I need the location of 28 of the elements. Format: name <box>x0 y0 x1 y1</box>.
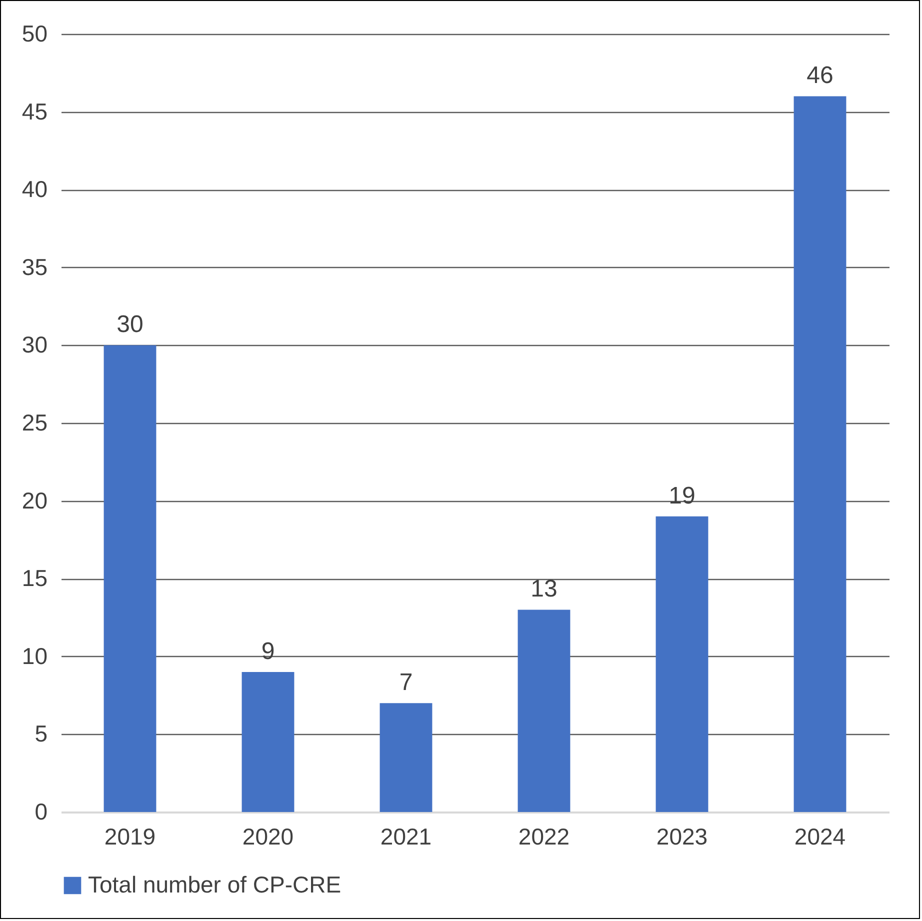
y-tick-label: 50 <box>22 20 48 46</box>
x-tick-label: 2020 <box>242 824 294 850</box>
y-tick-label: 15 <box>22 565 48 592</box>
y-tick-label: 0 <box>34 798 48 824</box>
bar <box>656 516 708 812</box>
y-tick-label: 45 <box>22 98 48 124</box>
x-tick-label: 2024 <box>794 824 846 850</box>
y-tick-label: 5 <box>34 720 48 747</box>
bar <box>794 96 846 812</box>
bar <box>518 610 570 812</box>
y-tick-label: 35 <box>22 254 48 280</box>
bar <box>380 703 432 812</box>
x-tick-label: 2023 <box>656 824 708 850</box>
legend-label: Total number of CP-CRE <box>88 872 342 898</box>
x-tick-label: 2019 <box>104 824 156 850</box>
y-tick-label: 40 <box>22 176 48 202</box>
x-tick-label: 2022 <box>518 824 570 850</box>
y-tick-label: 30 <box>22 332 48 358</box>
y-tick-label: 10 <box>22 642 48 669</box>
x-tick-label: 2021 <box>380 824 432 850</box>
bar <box>242 672 294 812</box>
data-label: 46 <box>806 62 834 90</box>
data-label: 7 <box>399 669 413 696</box>
data-label: 30 <box>116 311 144 338</box>
data-label: 13 <box>530 576 558 603</box>
y-tick-label: 25 <box>22 410 48 436</box>
y-tick-label: 20 <box>22 487 48 514</box>
bar <box>104 345 156 812</box>
